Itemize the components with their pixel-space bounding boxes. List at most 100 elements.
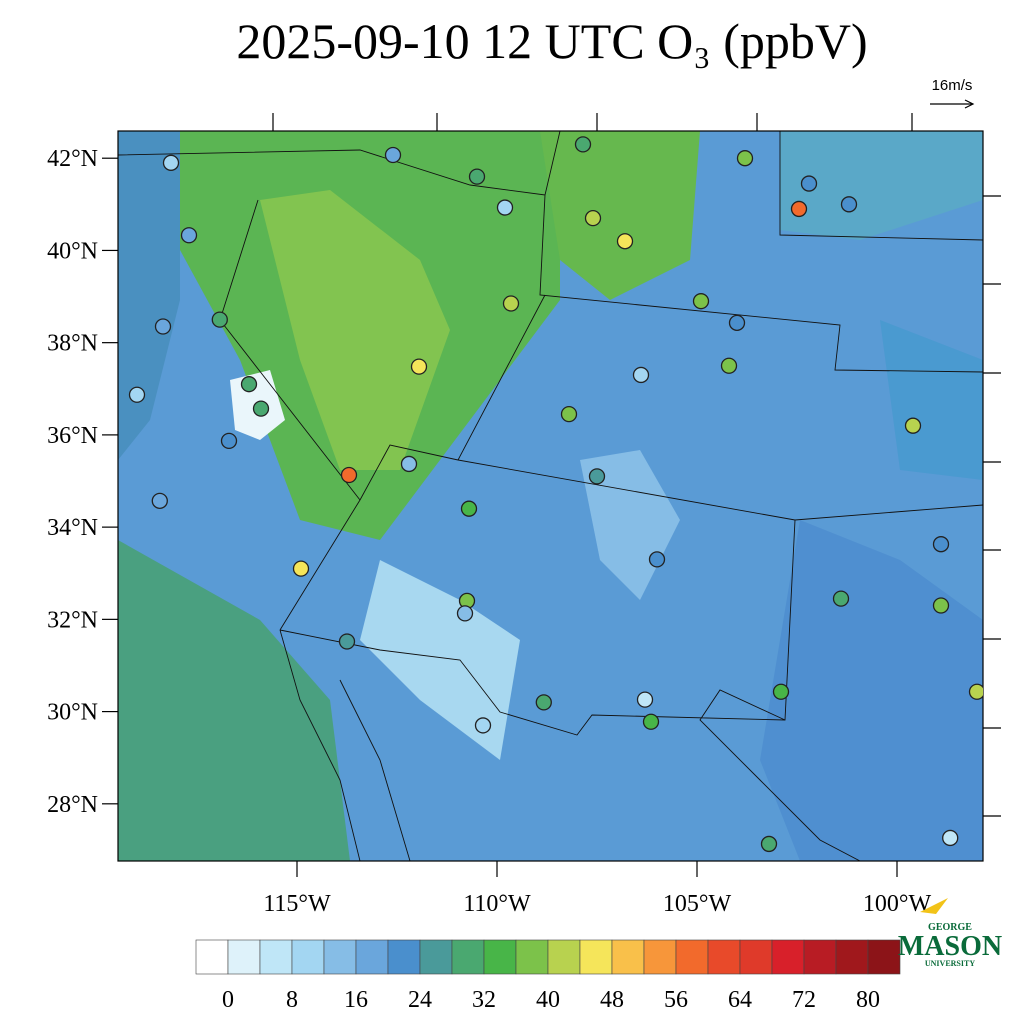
reference-arrow <box>930 99 975 109</box>
station <box>692 293 710 310</box>
reference-label: 16m/s <box>932 77 973 94</box>
colorbar-label: 8 <box>286 987 298 1013</box>
station <box>790 200 808 218</box>
y-tick-label: 32°N <box>47 607 98 633</box>
colorbar-box <box>579 939 613 975</box>
station <box>760 835 778 853</box>
station <box>720 357 738 374</box>
logo-line2: MASON <box>898 931 1002 962</box>
y-tick-label: 28°N <box>47 792 98 818</box>
logo-line3: UNIVERSITY <box>925 959 975 968</box>
station <box>211 311 228 328</box>
colorbar-box <box>259 939 293 975</box>
station <box>968 683 983 700</box>
station <box>632 366 650 384</box>
y-tick-label: 34°N <box>47 515 98 541</box>
x-tick-label: 105°W <box>663 891 732 917</box>
station <box>642 713 660 730</box>
station <box>932 597 950 614</box>
colorbar-box <box>291 939 325 975</box>
station <box>588 468 606 485</box>
station <box>736 150 754 167</box>
colorbar-label: 16 <box>344 987 368 1013</box>
station <box>728 314 746 331</box>
station <box>832 590 850 607</box>
colorbar-box <box>323 939 357 975</box>
station <box>252 400 270 417</box>
colorbar-label: 56 <box>664 987 688 1013</box>
station <box>460 500 478 517</box>
station <box>502 295 520 312</box>
logo-line1: GEORGE <box>928 922 972 933</box>
colorbar-box <box>803 939 837 975</box>
station <box>496 199 514 216</box>
colorbar-box <box>611 939 645 975</box>
colorbar-label: 0 <box>222 987 234 1013</box>
logo: GEORGE MASON UNIVERSITY <box>898 898 1002 968</box>
map-field <box>118 131 983 861</box>
station <box>474 717 492 734</box>
colorbar-box <box>483 939 517 975</box>
station <box>535 694 552 711</box>
station <box>560 405 578 423</box>
station <box>400 455 418 473</box>
station <box>220 432 238 450</box>
station <box>292 560 310 577</box>
station <box>800 175 818 192</box>
station <box>616 233 634 250</box>
y-tick-label: 36°N <box>47 423 98 449</box>
map-frame <box>117 130 984 862</box>
y-tick-label: 40°N <box>47 238 98 264</box>
colorbar-label: 80 <box>856 987 880 1013</box>
colorbar-label: 32 <box>472 987 496 1013</box>
station <box>240 376 258 393</box>
station <box>584 210 602 227</box>
colorbar-label: 40 <box>536 987 560 1013</box>
colorbar-box <box>835 939 869 975</box>
colorbar-label: 24 <box>408 987 432 1013</box>
x-tick-label: 100°W <box>863 891 932 917</box>
station <box>154 318 172 335</box>
y-tick-label: 38°N <box>47 331 98 357</box>
station <box>840 196 858 213</box>
station <box>384 146 402 164</box>
y-tick-label: 42°N <box>47 146 98 172</box>
station <box>468 168 486 185</box>
colorbar-box <box>547 939 581 975</box>
station <box>340 466 358 484</box>
colorbar-box <box>419 939 453 975</box>
colorbar-box <box>515 939 549 975</box>
station <box>904 417 922 434</box>
station <box>410 358 428 375</box>
station <box>180 227 198 244</box>
colorbar-box <box>387 939 421 975</box>
station <box>338 633 356 650</box>
station <box>456 605 474 622</box>
colorbar-box <box>195 939 229 975</box>
colorbar-box <box>227 939 261 975</box>
colorbar-label: 72 <box>792 987 816 1013</box>
station <box>574 136 592 153</box>
colorbar-label: 48 <box>600 987 624 1013</box>
title: 2025-09-10 12 UTC O₃ (ppbV) <box>236 13 867 69</box>
station <box>942 829 959 847</box>
station <box>151 492 168 509</box>
station <box>932 536 950 553</box>
x-tick-label: 110°W <box>463 891 531 917</box>
station <box>162 154 180 171</box>
station <box>636 691 654 708</box>
colorbar-box <box>643 939 677 975</box>
colorbar-label: 64 <box>728 987 752 1013</box>
colorbar-box <box>867 939 901 975</box>
colorbar-box <box>675 939 709 975</box>
colorbar-box <box>451 939 485 975</box>
station <box>772 683 790 700</box>
colorbar-box <box>739 939 773 975</box>
colorbar-box <box>707 939 741 975</box>
colorbar-box <box>771 939 805 975</box>
x-tick-label: 115°W <box>263 891 331 917</box>
station <box>648 551 666 568</box>
station <box>128 386 146 403</box>
y-tick-label: 30°N <box>47 700 98 726</box>
